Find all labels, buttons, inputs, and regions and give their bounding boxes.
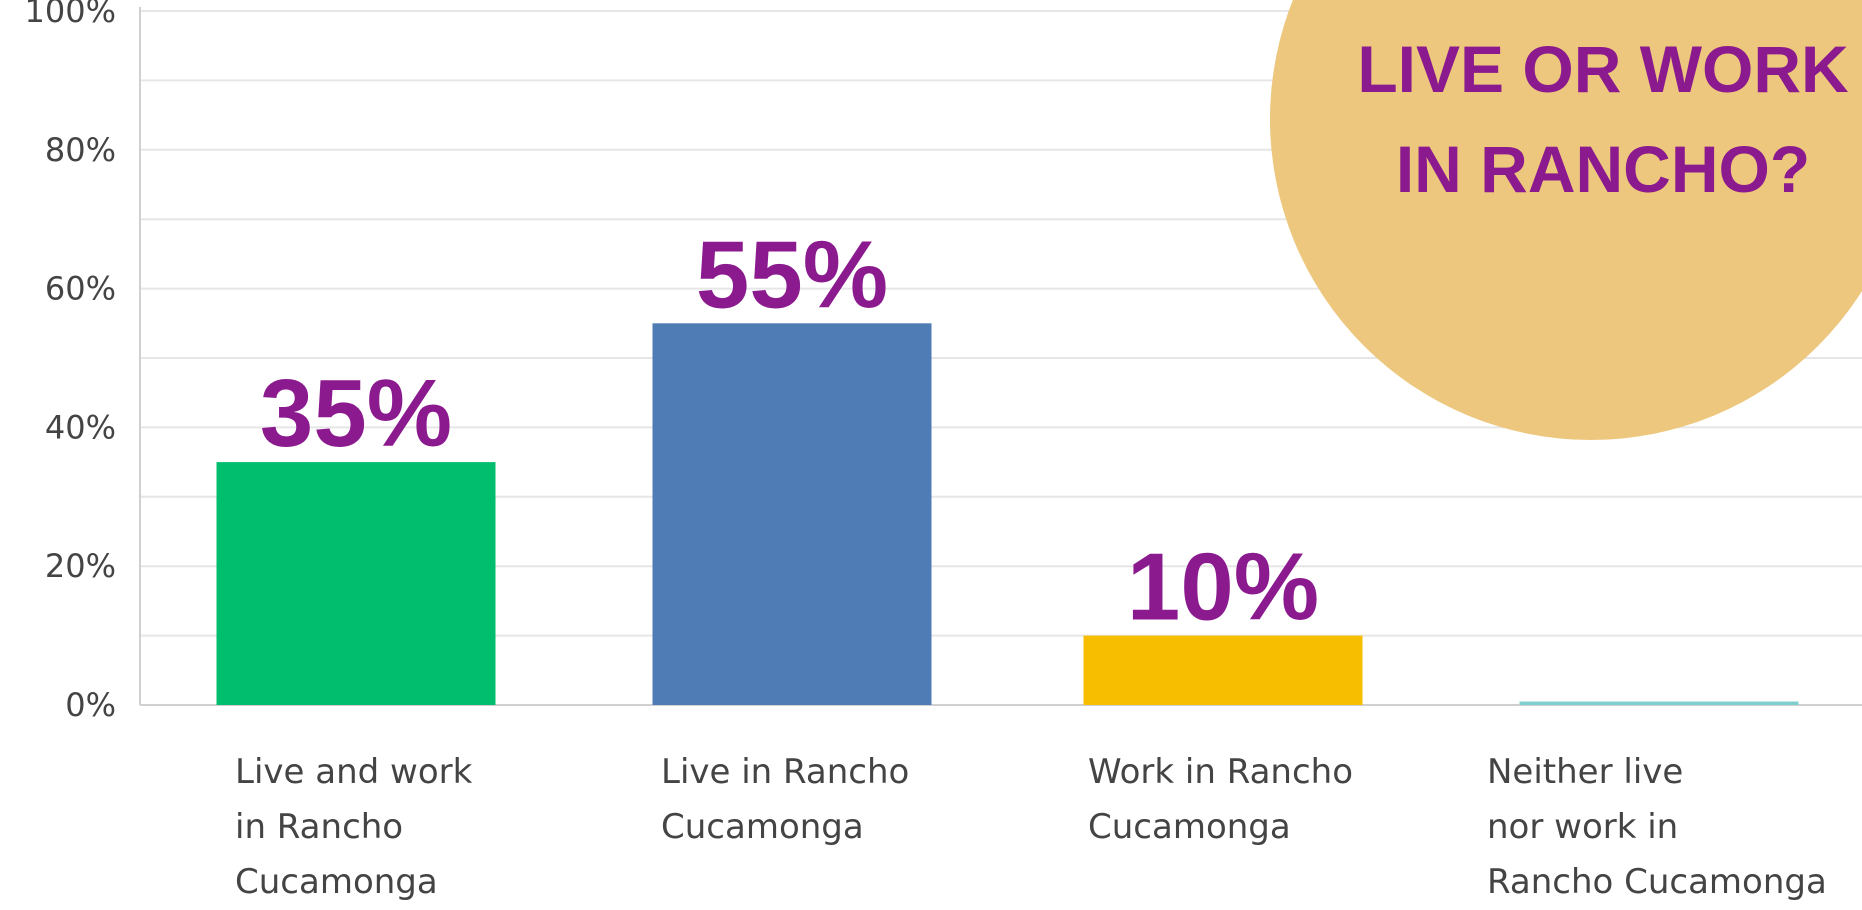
bar (216, 462, 496, 705)
value-label: 10% (1127, 534, 1319, 641)
x-tick-label: Neither live nor work in Rancho Cucamong… (1487, 752, 1827, 902)
chart-title: LIVE OR WORK IN RANCHO? (1357, 32, 1849, 206)
y-tick-label: 100% (25, 0, 116, 30)
y-tick-label: 60% (45, 270, 116, 308)
y-tick-label: 80% (45, 131, 116, 169)
x-tick-label: Live and work in Rancho Cucamonga (235, 752, 473, 902)
x-tick-label: Work in Rancho Cucamonga (1088, 752, 1354, 847)
x-tick-label: Live in Rancho Cucamonga (661, 752, 910, 847)
bar (652, 323, 932, 705)
y-tick-label: 40% (45, 408, 116, 446)
value-label: 55% (696, 221, 888, 328)
bar (1519, 701, 1799, 705)
value-label: 35% (260, 360, 452, 467)
y-tick-label: 20% (45, 547, 116, 585)
bar (1083, 635, 1363, 705)
title-badge (1270, 0, 1862, 440)
y-tick-label: 0% (65, 686, 116, 724)
